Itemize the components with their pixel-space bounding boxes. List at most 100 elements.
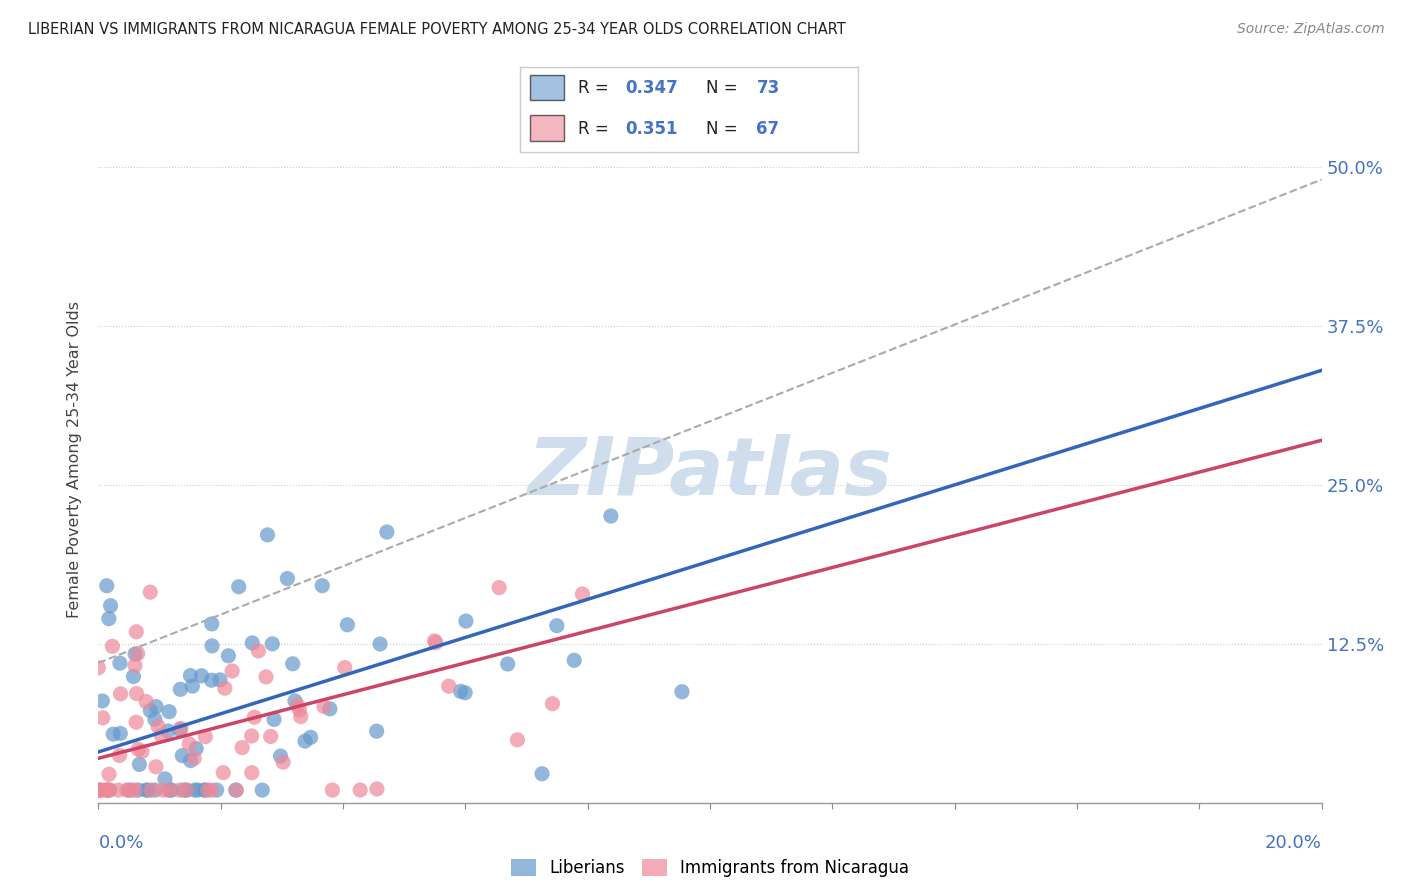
- Point: [125, 624, 148, 639]
- Point: [231, 740, 253, 755]
- Point: [186, 741, 208, 756]
- Point: [159, 783, 181, 797]
- Point: [150, 728, 173, 742]
- Point: [263, 713, 285, 727]
- Point: [571, 587, 593, 601]
- Text: 20.0%: 20.0%: [1265, 834, 1322, 852]
- Point: [437, 679, 460, 693]
- Point: [91, 711, 114, 725]
- Point: [87, 661, 110, 675]
- Point: [240, 765, 263, 780]
- Text: LIBERIAN VS IMMIGRANTS FROM NICARAGUA FEMALE POVERTY AMONG 25-34 YEAR OLDS CORRE: LIBERIAN VS IMMIGRANTS FROM NICARAGUA FE…: [28, 22, 846, 37]
- Point: [135, 695, 157, 709]
- Point: [366, 724, 388, 739]
- Point: [124, 647, 146, 661]
- Point: [256, 528, 278, 542]
- Text: 0.351: 0.351: [624, 120, 678, 137]
- Point: [97, 783, 120, 797]
- Text: 0.347: 0.347: [624, 79, 678, 97]
- Point: [423, 634, 446, 648]
- Point: [240, 636, 263, 650]
- Point: [139, 704, 162, 718]
- Point: [183, 751, 205, 765]
- Point: [243, 710, 266, 724]
- Text: 73: 73: [756, 79, 780, 97]
- Point: [108, 748, 131, 763]
- Point: [98, 767, 121, 781]
- Point: [141, 783, 163, 797]
- Point: [262, 637, 284, 651]
- Point: [201, 783, 224, 797]
- Y-axis label: Female Poverty Among 25-34 Year Olds: Female Poverty Among 25-34 Year Olds: [67, 301, 83, 618]
- Point: [319, 702, 342, 716]
- Point: [190, 669, 212, 683]
- Text: R =: R =: [578, 79, 613, 97]
- Point: [194, 730, 217, 744]
- Point: [225, 783, 247, 797]
- Point: [454, 686, 477, 700]
- Point: [312, 699, 335, 714]
- Point: [184, 783, 207, 797]
- Text: Source: ZipAtlas.com: Source: ZipAtlas.com: [1237, 22, 1385, 37]
- Point: [288, 703, 311, 717]
- Point: [98, 783, 121, 797]
- Point: [260, 730, 283, 744]
- Point: [270, 749, 292, 764]
- Point: [205, 783, 228, 797]
- Point: [488, 581, 510, 595]
- Point: [143, 783, 166, 797]
- Point: [496, 657, 519, 671]
- Point: [122, 669, 145, 683]
- Point: [143, 712, 166, 726]
- Point: [562, 653, 585, 667]
- Point: [225, 783, 247, 797]
- Point: [127, 742, 149, 756]
- Point: [368, 637, 391, 651]
- Point: [214, 681, 236, 696]
- Point: [124, 658, 146, 673]
- Point: [240, 729, 263, 743]
- Point: [139, 585, 162, 599]
- Point: [375, 524, 398, 539]
- Point: [336, 617, 359, 632]
- Point: [96, 579, 118, 593]
- Point: [100, 599, 122, 613]
- Point: [131, 744, 153, 758]
- Point: [169, 682, 191, 697]
- Point: [193, 783, 215, 797]
- Point: [321, 783, 343, 797]
- Point: [128, 757, 150, 772]
- Point: [103, 727, 125, 741]
- Point: [157, 783, 180, 797]
- Point: [108, 656, 131, 670]
- Point: [172, 748, 194, 763]
- Point: [127, 647, 149, 661]
- Point: [284, 694, 307, 708]
- Point: [254, 670, 277, 684]
- Point: [425, 635, 447, 649]
- Point: [97, 612, 120, 626]
- Point: [599, 508, 621, 523]
- Point: [180, 754, 202, 768]
- Point: [287, 698, 309, 712]
- Point: [217, 648, 239, 663]
- Point: [541, 697, 564, 711]
- Point: [125, 687, 148, 701]
- Point: [157, 705, 180, 719]
- Point: [294, 734, 316, 748]
- Point: [176, 783, 198, 797]
- Text: R =: R =: [578, 120, 613, 137]
- FancyBboxPatch shape: [530, 75, 564, 100]
- Point: [187, 783, 209, 797]
- Legend: Liberians, Immigrants from Nicaragua: Liberians, Immigrants from Nicaragua: [505, 852, 915, 884]
- Point: [169, 723, 191, 737]
- Point: [135, 783, 157, 797]
- Point: [110, 726, 132, 740]
- Point: [91, 783, 114, 797]
- Point: [96, 783, 118, 797]
- Point: [172, 783, 194, 797]
- Point: [146, 719, 169, 733]
- FancyBboxPatch shape: [530, 115, 564, 141]
- Point: [87, 783, 110, 797]
- Point: [531, 766, 554, 780]
